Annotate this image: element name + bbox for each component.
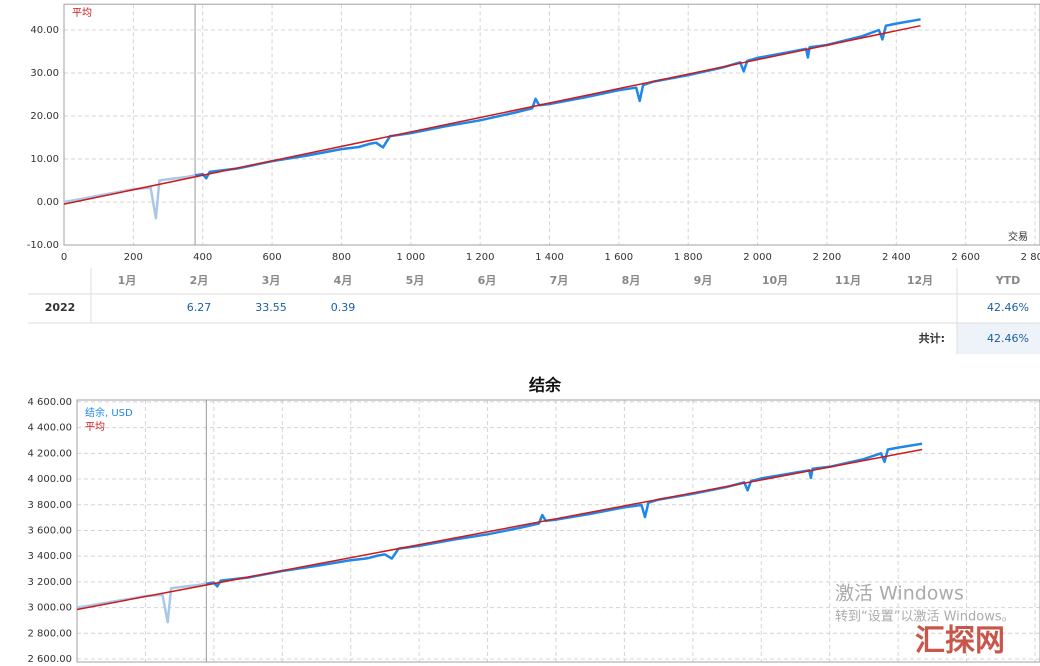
watermark-text: 转到“设置”以激活 Windows。 (835, 610, 1015, 625)
y-tick-label: 30.00 (30, 68, 59, 79)
y-tick-label: 3 200.00 (27, 577, 72, 588)
x-tick-label: 800 (332, 252, 351, 263)
x-tick-label: 200 (124, 252, 143, 263)
x-tick-label: 400 (193, 252, 212, 263)
series-line (64, 24, 921, 205)
logo: 汇探网 (915, 624, 1005, 659)
x-tick-label: 1 800 (674, 252, 703, 263)
month-header: 7月 (550, 274, 569, 287)
y-tick-label: 2 800.00 (27, 628, 72, 639)
month-header: 2月 (190, 274, 209, 287)
month-header: 5月 (406, 274, 425, 287)
month-value: 6.27 (187, 301, 212, 314)
month-header: 6月 (478, 274, 497, 287)
series-line (77, 448, 923, 611)
y-tick-label: 10.00 (30, 154, 59, 165)
x-tick-label: 1 400 (535, 252, 564, 263)
month-header: 4月 (334, 274, 353, 287)
y-tick-label: 3 400.00 (27, 551, 72, 562)
x-tick-label: 2 000 (743, 252, 772, 263)
y-tick-label: -10.00 (27, 240, 59, 251)
legend-label: 平均 (85, 421, 105, 433)
series-line (64, 174, 196, 220)
month-value: 33.55 (255, 301, 287, 314)
y-tick-label: 3 600.00 (27, 525, 72, 536)
legend-label: 平均 (72, 7, 92, 19)
x-tick-label: 1 200 (466, 252, 495, 263)
month-header: 10月 (762, 274, 788, 287)
x-tick-label: 0 (61, 252, 67, 263)
month-value: 0.39 (331, 301, 356, 314)
y-tick-label: 40.00 (30, 25, 59, 36)
y-tick-label: 4 000.00 (27, 474, 72, 485)
plot-frame (76, 399, 1040, 663)
y-tick-label: 2 600.00 (27, 654, 72, 665)
year-label: 2022 (45, 301, 76, 314)
x-tick-label: 2 400 (882, 252, 911, 263)
total-label: 共计: (919, 331, 945, 345)
total-cell-bg (957, 323, 1040, 354)
month-header: 3月 (262, 274, 281, 287)
x-tick-label: 1 000 (396, 252, 425, 263)
month-header: 12月 (907, 274, 933, 287)
y-tick-label: 4 600.00 (27, 397, 72, 408)
ytd-header: YTD (995, 274, 1021, 287)
ytd-value: 42.46% (987, 301, 1029, 314)
plot-frame (63, 3, 1040, 246)
y-tick-label: 20.00 (30, 111, 59, 122)
chart-title: 结余 (528, 376, 562, 395)
x-tick-label: 2 200 (813, 252, 842, 263)
series-line (77, 582, 207, 624)
month-header: 9月 (694, 274, 713, 287)
x-tick-label: 600 (263, 252, 282, 263)
y-tick-label: 0.00 (37, 197, 59, 208)
x-tick-label: 2 600 (951, 252, 980, 263)
x-tick-label: 1 600 (605, 252, 634, 263)
y-tick-label: 3 000.00 (27, 603, 72, 614)
month-header: 1月 (118, 274, 137, 287)
x-tick-label: 2 800 (1021, 252, 1040, 263)
y-tick-label: 4 200.00 (27, 448, 72, 459)
y-tick-label: 3 800.00 (27, 500, 72, 511)
watermark-title: 激活 Windows (835, 583, 964, 605)
total-value: 42.46% (987, 332, 1029, 345)
x-axis-label: 交易 (1008, 230, 1028, 243)
y-tick-label: 4 400.00 (27, 423, 72, 434)
month-header: 8月 (622, 274, 641, 287)
month-header: 11月 (835, 274, 861, 287)
legend-label: 结余, USD (85, 406, 133, 419)
